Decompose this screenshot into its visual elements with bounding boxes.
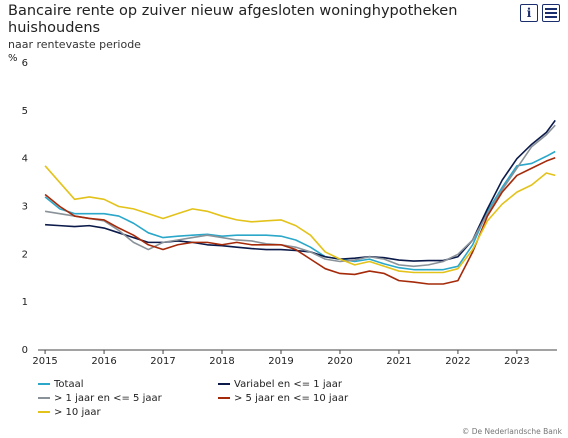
series-line	[44, 150, 556, 271]
x-tick-label: 2021	[386, 356, 411, 367]
y-tick-label: 4	[22, 154, 28, 165]
y-tick-label: 1	[22, 297, 28, 308]
menu-button[interactable]	[542, 4, 560, 22]
y-tick-label: 0	[22, 345, 28, 356]
legend-label: Totaal	[53, 379, 83, 390]
x-tick-label: 2017	[150, 356, 175, 367]
x-tick-label: 2022	[445, 356, 470, 367]
x-tick-label: 2016	[91, 356, 116, 367]
toolbar: i	[520, 4, 560, 22]
y-tick-label: 6	[22, 58, 28, 69]
y-tick-label: 2	[22, 249, 28, 260]
x-tick-label: 2020	[327, 356, 352, 367]
chart-title: Bancaire rente op zuiver nieuw afgeslote…	[8, 3, 458, 36]
chart-subtitle: naar rentevaste periode	[8, 38, 141, 51]
x-tick-label: 2015	[32, 356, 57, 367]
series-line	[44, 124, 556, 268]
y-tick-label: 3	[22, 202, 28, 213]
x-tick-label: 2023	[504, 356, 529, 367]
x-tick-label: 2019	[268, 356, 293, 367]
series-line	[45, 119, 556, 262]
menu-icon	[545, 8, 557, 18]
info-button[interactable]: i	[520, 4, 538, 22]
series-line	[44, 165, 556, 274]
legend-label: > 5 jaar en <= 10 jaar	[234, 393, 349, 404]
source: © De Nederlandsche Bank	[462, 427, 563, 436]
y-tick-label: 5	[22, 106, 28, 117]
legend-label: > 10 jaar	[54, 407, 101, 418]
x-tick-label: 2018	[209, 356, 234, 367]
series-line	[44, 156, 556, 285]
y-unit: %	[8, 53, 18, 64]
legend-label: Variabel en <= 1 jaar	[234, 379, 343, 390]
legend-label: > 1 jaar en <= 5 jaar	[54, 393, 163, 404]
